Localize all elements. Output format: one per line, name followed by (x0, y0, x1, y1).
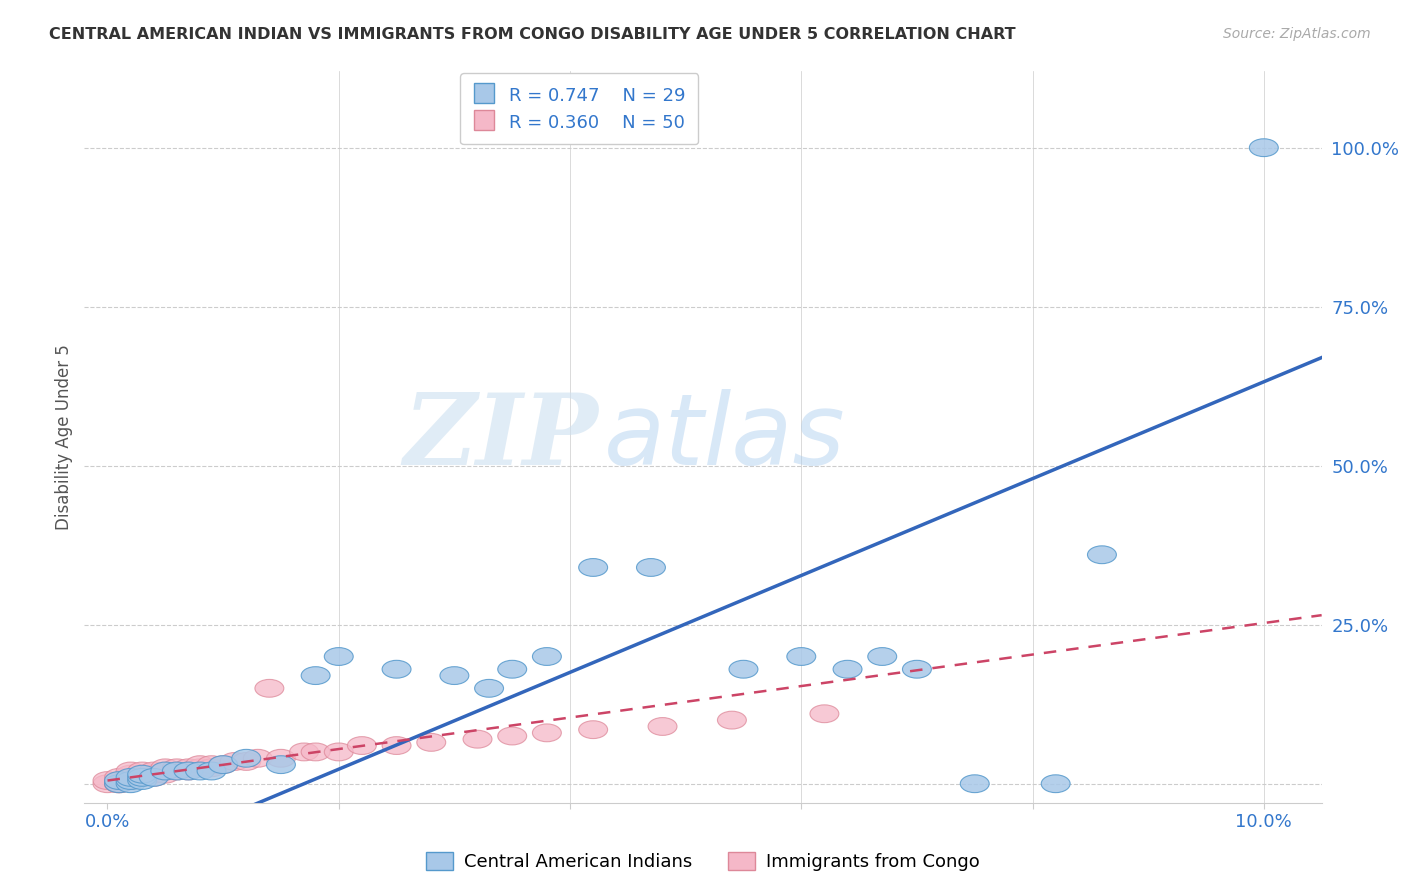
Ellipse shape (104, 772, 134, 789)
Ellipse shape (232, 753, 260, 771)
Ellipse shape (347, 737, 377, 755)
Ellipse shape (117, 768, 145, 786)
Ellipse shape (197, 756, 226, 773)
Ellipse shape (533, 724, 561, 742)
Ellipse shape (960, 775, 990, 793)
Ellipse shape (104, 775, 134, 793)
Ellipse shape (139, 768, 169, 786)
Ellipse shape (208, 756, 238, 773)
Ellipse shape (117, 772, 145, 789)
Ellipse shape (221, 753, 249, 771)
Legend: Central American Indians, Immigrants from Congo: Central American Indians, Immigrants fro… (419, 845, 987, 879)
Ellipse shape (267, 756, 295, 773)
Ellipse shape (868, 648, 897, 665)
Ellipse shape (117, 768, 145, 786)
Ellipse shape (104, 775, 134, 793)
Ellipse shape (498, 660, 527, 678)
Ellipse shape (325, 648, 353, 665)
Ellipse shape (301, 666, 330, 684)
Ellipse shape (150, 765, 180, 783)
Ellipse shape (475, 680, 503, 698)
Ellipse shape (139, 768, 169, 786)
Ellipse shape (163, 759, 191, 777)
Ellipse shape (290, 743, 319, 761)
Ellipse shape (903, 660, 931, 678)
Ellipse shape (416, 733, 446, 751)
Ellipse shape (139, 765, 169, 783)
Ellipse shape (533, 648, 561, 665)
Ellipse shape (163, 762, 191, 780)
Ellipse shape (128, 768, 156, 786)
Ellipse shape (197, 762, 226, 780)
Ellipse shape (440, 666, 468, 684)
Ellipse shape (325, 743, 353, 761)
Text: CENTRAL AMERICAN INDIAN VS IMMIGRANTS FROM CONGO DISABILITY AGE UNDER 5 CORRELAT: CENTRAL AMERICAN INDIAN VS IMMIGRANTS FR… (49, 27, 1015, 42)
Ellipse shape (128, 768, 156, 786)
Ellipse shape (208, 756, 238, 773)
Ellipse shape (117, 775, 145, 793)
Text: atlas: atlas (605, 389, 845, 485)
Ellipse shape (579, 721, 607, 739)
Ellipse shape (186, 756, 215, 773)
Ellipse shape (186, 759, 215, 777)
Legend: R = 0.747    N = 29, R = 0.360    N = 50: R = 0.747 N = 29, R = 0.360 N = 50 (460, 73, 699, 145)
Text: ZIP: ZIP (404, 389, 598, 485)
Ellipse shape (117, 772, 145, 789)
Text: Source: ZipAtlas.com: Source: ZipAtlas.com (1223, 27, 1371, 41)
Ellipse shape (243, 749, 273, 767)
Ellipse shape (117, 762, 145, 780)
Ellipse shape (128, 765, 156, 783)
Ellipse shape (382, 660, 411, 678)
Ellipse shape (128, 768, 156, 786)
Ellipse shape (104, 772, 134, 789)
Ellipse shape (810, 705, 839, 723)
Ellipse shape (104, 768, 134, 786)
Ellipse shape (1250, 139, 1278, 157)
Ellipse shape (104, 775, 134, 793)
Ellipse shape (579, 558, 607, 576)
Ellipse shape (117, 768, 145, 786)
Ellipse shape (150, 762, 180, 780)
Ellipse shape (267, 749, 295, 767)
Ellipse shape (128, 762, 156, 780)
Ellipse shape (117, 765, 145, 783)
Ellipse shape (93, 775, 122, 793)
Y-axis label: Disability Age Under 5: Disability Age Under 5 (55, 344, 73, 530)
Ellipse shape (717, 711, 747, 729)
Ellipse shape (1042, 775, 1070, 793)
Ellipse shape (128, 772, 156, 789)
Ellipse shape (197, 759, 226, 777)
Ellipse shape (128, 765, 156, 783)
Ellipse shape (93, 772, 122, 789)
Ellipse shape (301, 743, 330, 761)
Ellipse shape (139, 762, 169, 780)
Ellipse shape (730, 660, 758, 678)
Ellipse shape (834, 660, 862, 678)
Ellipse shape (117, 768, 145, 786)
Ellipse shape (648, 717, 676, 735)
Ellipse shape (254, 680, 284, 698)
Ellipse shape (150, 759, 180, 777)
Ellipse shape (463, 731, 492, 748)
Ellipse shape (174, 762, 202, 780)
Ellipse shape (637, 558, 665, 576)
Ellipse shape (174, 759, 202, 777)
Ellipse shape (232, 749, 260, 767)
Ellipse shape (150, 762, 180, 780)
Ellipse shape (498, 727, 527, 745)
Ellipse shape (382, 737, 411, 755)
Ellipse shape (174, 762, 202, 780)
Ellipse shape (163, 762, 191, 780)
Ellipse shape (104, 775, 134, 793)
Ellipse shape (787, 648, 815, 665)
Ellipse shape (1087, 546, 1116, 564)
Ellipse shape (186, 762, 215, 780)
